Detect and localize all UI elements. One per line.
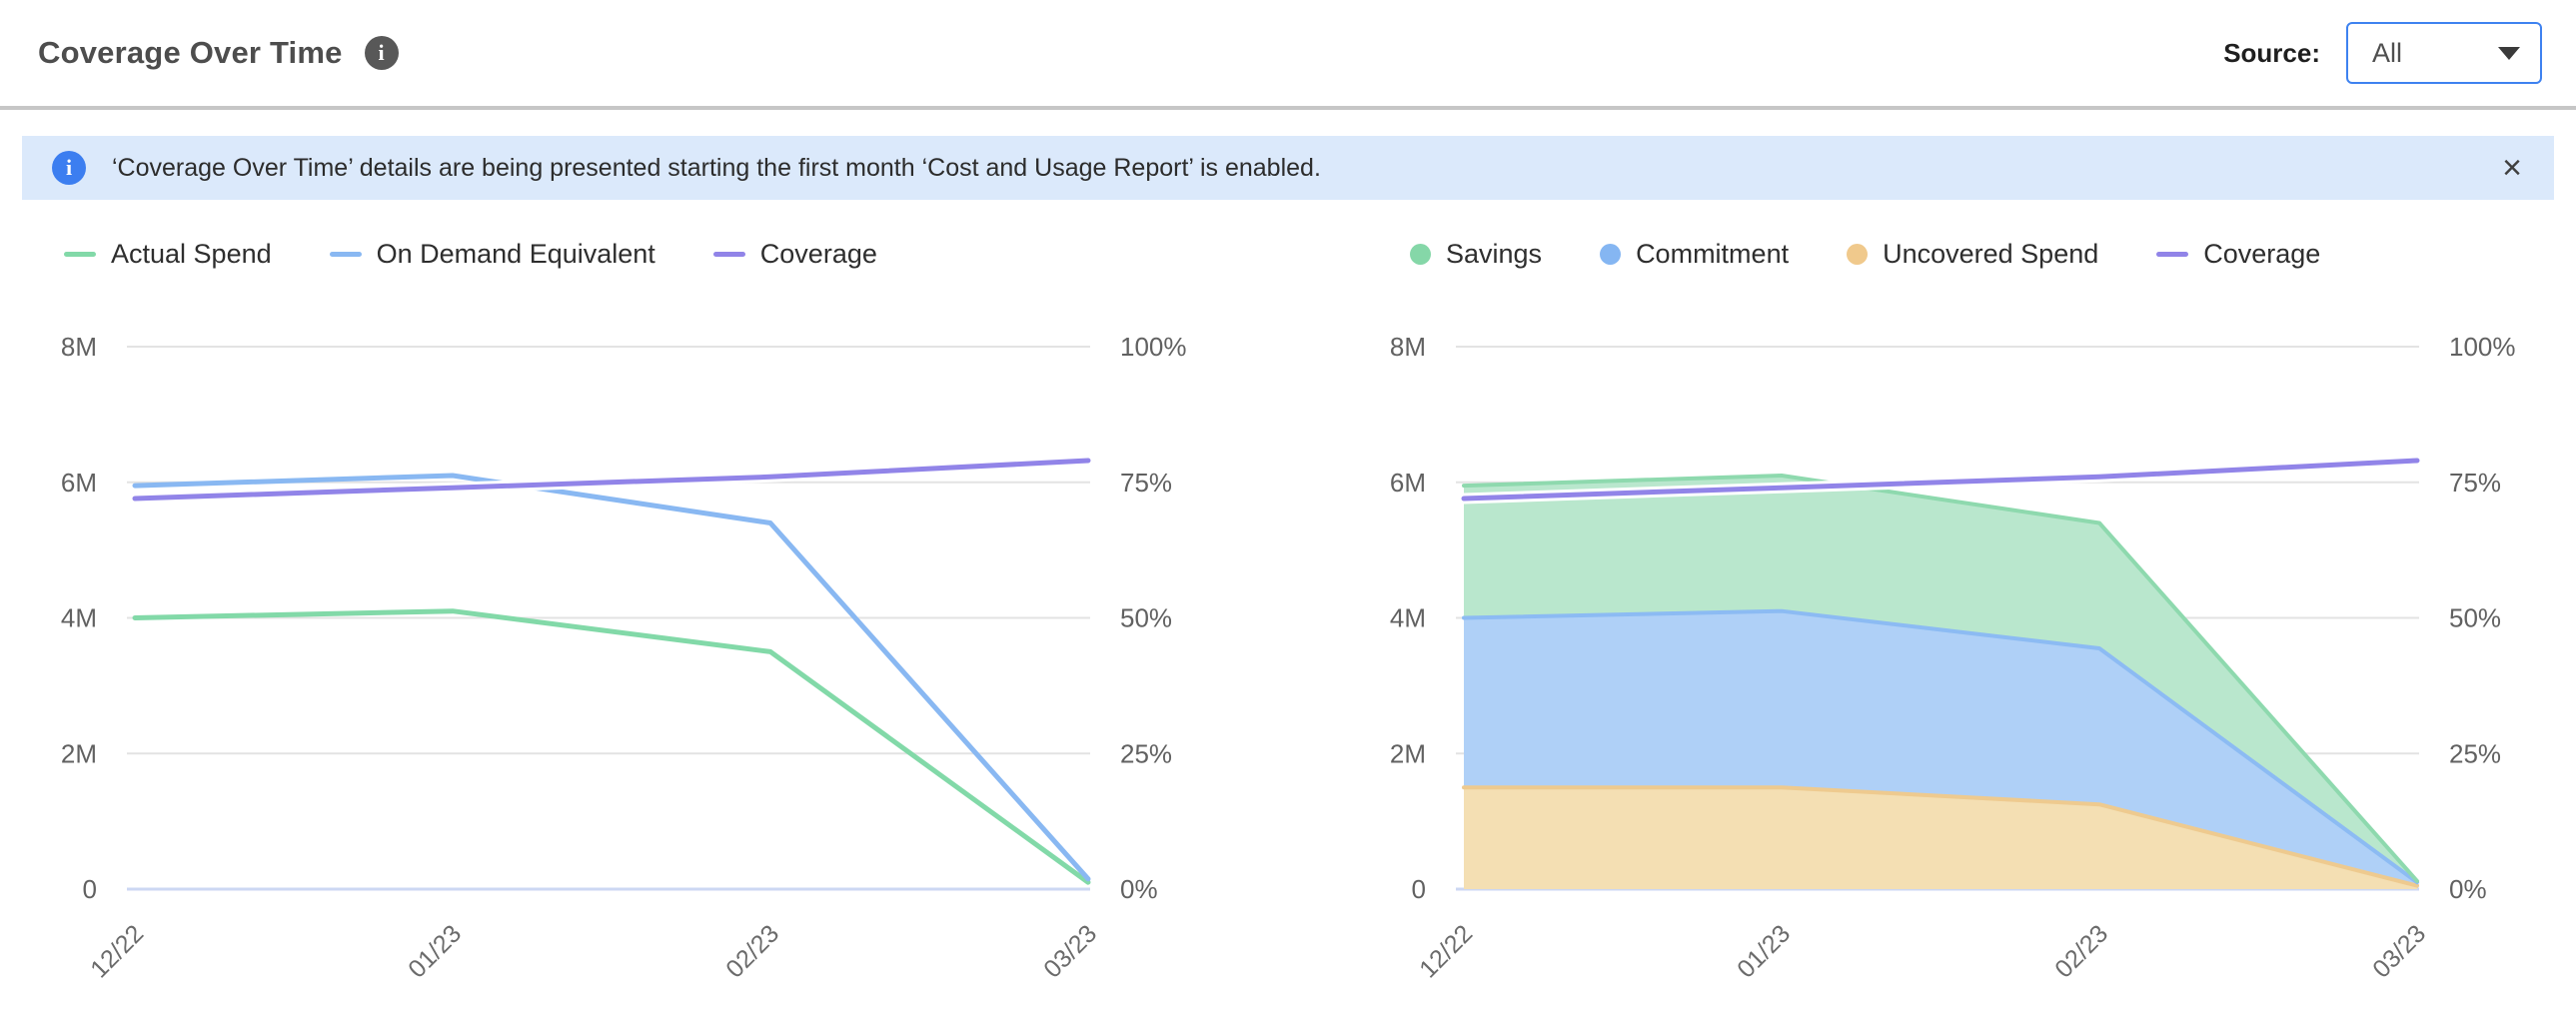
area-edge-uncovered-spend [1462, 785, 2419, 888]
svg-text:0%: 0% [1120, 874, 1158, 904]
svg-text:12/22: 12/22 [85, 919, 149, 983]
svg-text:50%: 50% [2449, 603, 2501, 633]
svg-text:100%: 100% [1120, 332, 1187, 362]
series-line-coverage [129, 455, 1094, 505]
svg-text:0%: 0% [2449, 874, 2487, 904]
x-axis-labels: 12/22 01/23 02/23 03/23 [1414, 919, 2431, 983]
legend-item-on-demand-equivalent[interactable]: On Demand Equivalent [329, 238, 655, 270]
area-chart: 0 2M 4M 6M 8M 0% 25% 50% 75% 100% 12/22 01/23 02/23 0… [1390, 332, 2516, 983]
svg-text:0: 0 [1412, 874, 1426, 904]
line-chart-legend: Actual Spend On Demand Equivalent Coverage [64, 234, 1288, 274]
y-axis-left-labels: 0 2M 4M 6M 8M [61, 332, 97, 904]
legend-label: On Demand Equivalent [376, 238, 655, 269]
line-chart: 0 2M 4M 6M 8M 0% 25% 50% 75% 100% 12/22 01/23 02/23 0… [61, 332, 1187, 983]
source-dropdown-value: All [2372, 37, 2403, 68]
grid-lines [127, 346, 1090, 891]
svg-text:4M: 4M [1390, 603, 1426, 633]
charts-row: Actual Spend On Demand Equivalent Coverage… [0, 200, 2576, 1015]
area-edge-commitment [1462, 608, 2419, 885]
svg-text:02/23: 02/23 [2049, 919, 2113, 983]
legend-label: Savings [1446, 238, 1543, 269]
svg-text:03/23: 03/23 [1038, 919, 1102, 983]
svg-text:6M: 6M [61, 468, 97, 498]
legend-item-coverage[interactable]: Coverage [2156, 239, 2320, 270]
legend-item-savings[interactable]: Savings [1410, 239, 1542, 270]
series-line-coverage [1458, 455, 2423, 505]
legend-item-commitment[interactable]: Commitment [1600, 239, 1789, 270]
svg-text:6M: 6M [1390, 468, 1426, 498]
stacked-areas [1462, 474, 2419, 889]
svg-text:25%: 25% [2449, 738, 2501, 768]
legend-swatch-uncovered-spend [1847, 243, 1869, 265]
svg-text:100%: 100% [2449, 332, 2516, 362]
legend-swatch-savings [1410, 243, 1431, 265]
legend-label: Actual Spend [111, 238, 272, 269]
legend-swatch-on-demand-equivalent [329, 251, 362, 257]
page-title: Coverage Over Time [38, 35, 343, 70]
legend-label: Coverage [2203, 238, 2321, 269]
svg-text:75%: 75% [1120, 468, 1172, 498]
svg-text:01/23: 01/23 [1732, 919, 1796, 983]
svg-text:0: 0 [83, 874, 97, 904]
svg-text:4M: 4M [61, 603, 97, 633]
area-chart-legend: Savings Commitment Uncovered Spend Coverage [1410, 234, 2576, 274]
title-wrap: Coverage Over Time i [38, 35, 399, 71]
svg-text:8M: 8M [61, 332, 97, 362]
legend-swatch-coverage [2156, 251, 2189, 257]
series-line-on-demand-equivalent [132, 473, 1091, 882]
svg-text:03/23: 03/23 [2367, 919, 2431, 983]
spend-line-chart-panel: Actual Spend On Demand Equivalent Coverage… [0, 200, 1288, 1015]
legend-swatch-actual-spend [64, 251, 96, 257]
y-axis-left-labels: 0 2M 4M 6M 8M [1390, 332, 1426, 904]
chevron-down-icon [2498, 46, 2520, 60]
svg-text:12/22: 12/22 [1414, 919, 1478, 983]
svg-text:02/23: 02/23 [720, 919, 784, 983]
info-icon[interactable]: i [364, 36, 399, 70]
svg-text:50%: 50% [1120, 603, 1172, 633]
info-banner: i ‘Coverage Over Time’ details are being… [22, 136, 2554, 200]
legend-label: Uncovered Spend [1883, 238, 2099, 269]
banner-text: ‘Coverage Over Time’ details are being p… [112, 153, 1321, 182]
svg-text:01/23: 01/23 [403, 919, 467, 983]
svg-text:8M: 8M [1390, 332, 1426, 362]
y-axis-right-labels: 0% 25% 50% 75% 100% [2449, 332, 2516, 904]
legend-item-actual-spend[interactable]: Actual Spend [64, 239, 272, 270]
legend-label: Commitment [1636, 238, 1790, 269]
x-axis-labels: 12/22 01/23 02/23 03/23 [85, 919, 1102, 983]
legend-swatch-coverage [712, 251, 745, 257]
series-line-actual-spend [132, 608, 1091, 885]
page-header: Coverage Over Time i Source: All [0, 0, 2576, 110]
coverage-area-chart-panel: Savings Commitment Uncovered Spend Coverage… [1288, 200, 2576, 1015]
legend-label: Coverage [759, 238, 877, 269]
legend-item-uncovered-spend[interactable]: Uncovered Spend [1847, 239, 2098, 270]
info-icon: i [52, 151, 86, 185]
area-uncovered-spend [1464, 787, 2417, 889]
legend-item-coverage[interactable]: Coverage [712, 238, 877, 270]
area-edge-savings [1462, 474, 2419, 883]
source-filter: Source: All [2223, 22, 2542, 84]
svg-text:75%: 75% [2449, 468, 2501, 498]
svg-text:25%: 25% [1120, 738, 1172, 768]
legend-swatch-commitment [1600, 243, 1622, 265]
y-axis-right-labels: 0% 25% 50% 75% 100% [1120, 332, 1187, 904]
svg-text:2M: 2M [1390, 738, 1426, 768]
close-icon[interactable]: × [2502, 149, 2522, 187]
source-dropdown[interactable]: All [2346, 22, 2542, 84]
source-label: Source: [2223, 37, 2320, 68]
svg-text:2M: 2M [61, 738, 97, 768]
